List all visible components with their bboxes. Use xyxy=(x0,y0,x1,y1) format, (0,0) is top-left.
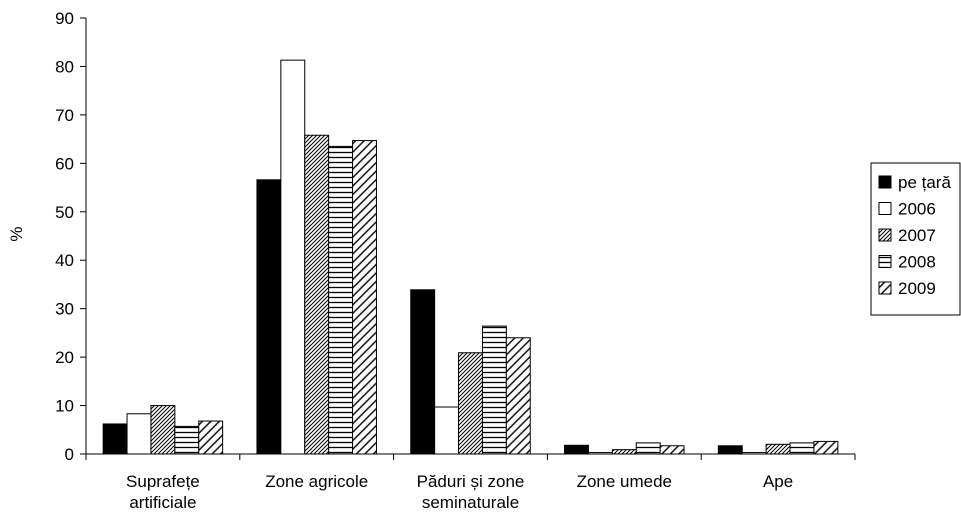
bar-2009-1 xyxy=(352,140,377,455)
bar-2007-0 xyxy=(150,405,176,455)
legend-label: 2007 xyxy=(898,226,936,245)
y-tick-label: 90 xyxy=(55,9,74,28)
bar-pe-țară-3 xyxy=(564,444,589,455)
bar-2008-4 xyxy=(789,442,815,455)
legend-swatch xyxy=(878,202,892,215)
bar-2009-4 xyxy=(813,440,839,455)
x-category-label: Păduri și zone xyxy=(417,472,525,491)
x-axis: Suprafețe artificiale Zone agricole Păduri … xyxy=(85,453,856,512)
bar-2009-3 xyxy=(659,445,685,455)
legend-label: 2008 xyxy=(898,253,936,272)
bar-pe-țară-0 xyxy=(102,423,128,455)
y-tick-label: 10 xyxy=(55,397,74,416)
y-tick-label: 50 xyxy=(55,203,74,222)
y-axis: 0 10 20 30 40 50 60 70 80 90 xyxy=(55,9,87,464)
bar-2006-4 xyxy=(741,452,767,455)
legend-label: 2009 xyxy=(898,279,936,298)
y-tick-label: 40 xyxy=(55,251,74,270)
bar-2006-3 xyxy=(587,452,613,455)
y-tick-label: 30 xyxy=(55,300,74,319)
x-category-label: Suprafețe xyxy=(126,472,200,491)
bars xyxy=(102,59,839,455)
bar-pe-țară-1 xyxy=(256,179,282,455)
y-tick-label: 60 xyxy=(55,154,74,173)
bar-2006-0 xyxy=(126,413,152,455)
bar-2007-2 xyxy=(458,352,483,455)
bar-2008-0 xyxy=(174,425,200,455)
bar-2007-1 xyxy=(304,134,330,455)
x-category-label: Zone agricole xyxy=(265,472,368,491)
y-tick-label: 70 xyxy=(55,106,74,125)
x-category-label: Ape xyxy=(763,472,793,491)
legend-swatch xyxy=(878,281,892,295)
legend-swatch xyxy=(878,255,892,268)
bar-2009-0 xyxy=(198,420,224,455)
y-tick-label: 0 xyxy=(65,445,74,464)
bar-2008-3 xyxy=(635,442,661,455)
bar-2007-3 xyxy=(611,449,637,455)
legend-label: 2006 xyxy=(898,200,936,219)
legend-swatch xyxy=(878,228,892,242)
bar-2008-1 xyxy=(328,145,354,455)
x-category-label: Zone umede xyxy=(577,472,672,491)
y-tick-label: 80 xyxy=(55,57,74,76)
legend: pe țară 2006 2007 2008 2009 xyxy=(870,162,961,316)
bar-2006-2 xyxy=(434,406,460,455)
legend-swatch xyxy=(878,175,892,189)
bar-2007-4 xyxy=(765,443,791,455)
x-category-label: seminaturale xyxy=(422,493,519,512)
legend-label: pe țară xyxy=(898,173,951,192)
bar-2009-2 xyxy=(505,337,531,455)
y-tick-label: 20 xyxy=(55,348,74,367)
bar-pe-țară-2 xyxy=(410,289,436,455)
bar-2006-1 xyxy=(280,59,306,455)
bar-2008-2 xyxy=(481,325,507,455)
bar-pe-țară-4 xyxy=(717,445,743,455)
x-category-label: artificiale xyxy=(129,493,196,512)
y-axis-title: % xyxy=(7,226,26,241)
